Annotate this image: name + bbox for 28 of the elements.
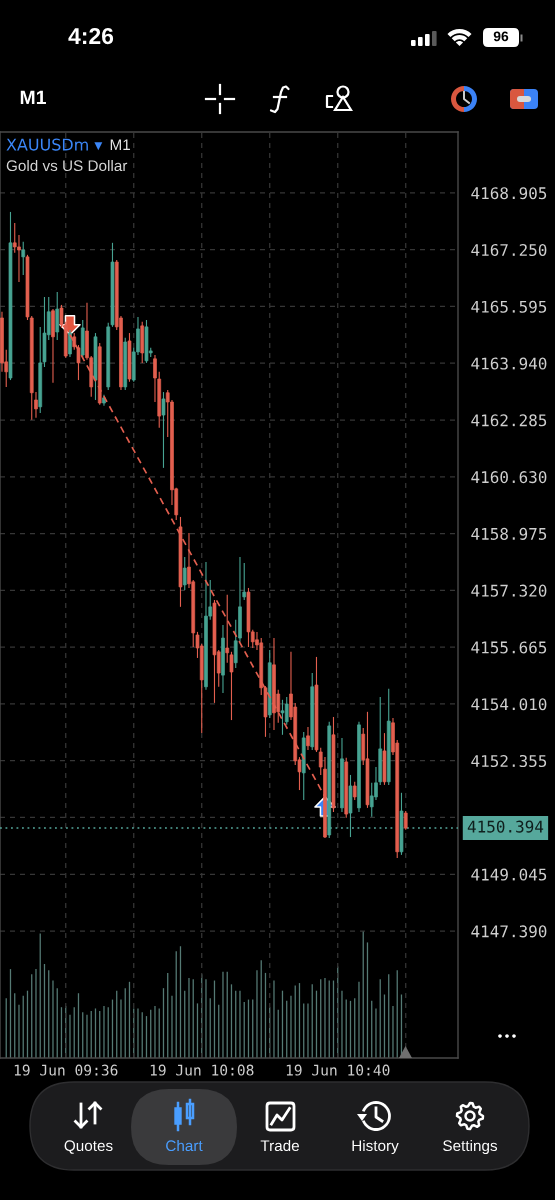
y-tick-label: 4154.010 [471,698,547,711]
y-tick-label: 4157.320 [471,584,547,597]
text: Gold vs US Dollar [6,159,128,172]
y-tick-label: 4165.595 [471,300,547,313]
y-tick-label: 4149.045 [471,868,547,881]
y-tick-label: 4163.940 [471,357,547,370]
text: Trade [260,1139,299,1152]
text: Quotes [64,1140,113,1154]
y-tick-label: 4147.390 [471,925,547,938]
y-tick-label: 4155.665 [471,641,547,654]
y-tick-label: 4167.250 [471,243,547,257]
annotation: M1 [110,139,130,150]
x-tick-label: 19 Jun 10:40 [286,1064,390,1076]
text: History [352,1139,399,1155]
y-tick-label: 4162.285 [471,414,547,427]
text: 96 [493,31,509,42]
text: 4:26 [68,27,114,45]
chart-title: XAUUSDm ▾ [6,138,103,151]
x-tick-label: 19 Jun 10:08 [150,1064,254,1076]
y-tick-label: 4168.905 [471,187,547,200]
y-tick-label: 4158.975 [471,527,547,540]
text: Settings [443,1139,498,1155]
text: Chart [166,1139,203,1152]
x-tick-label: 19 Jun 09:36 [14,1064,118,1076]
y-tick-label: 4160.630 [471,471,547,484]
y-tick-label: 4152.355 [471,754,547,768]
text: M1 [20,90,46,105]
ref-line-label: 4150.394 [467,820,544,833]
